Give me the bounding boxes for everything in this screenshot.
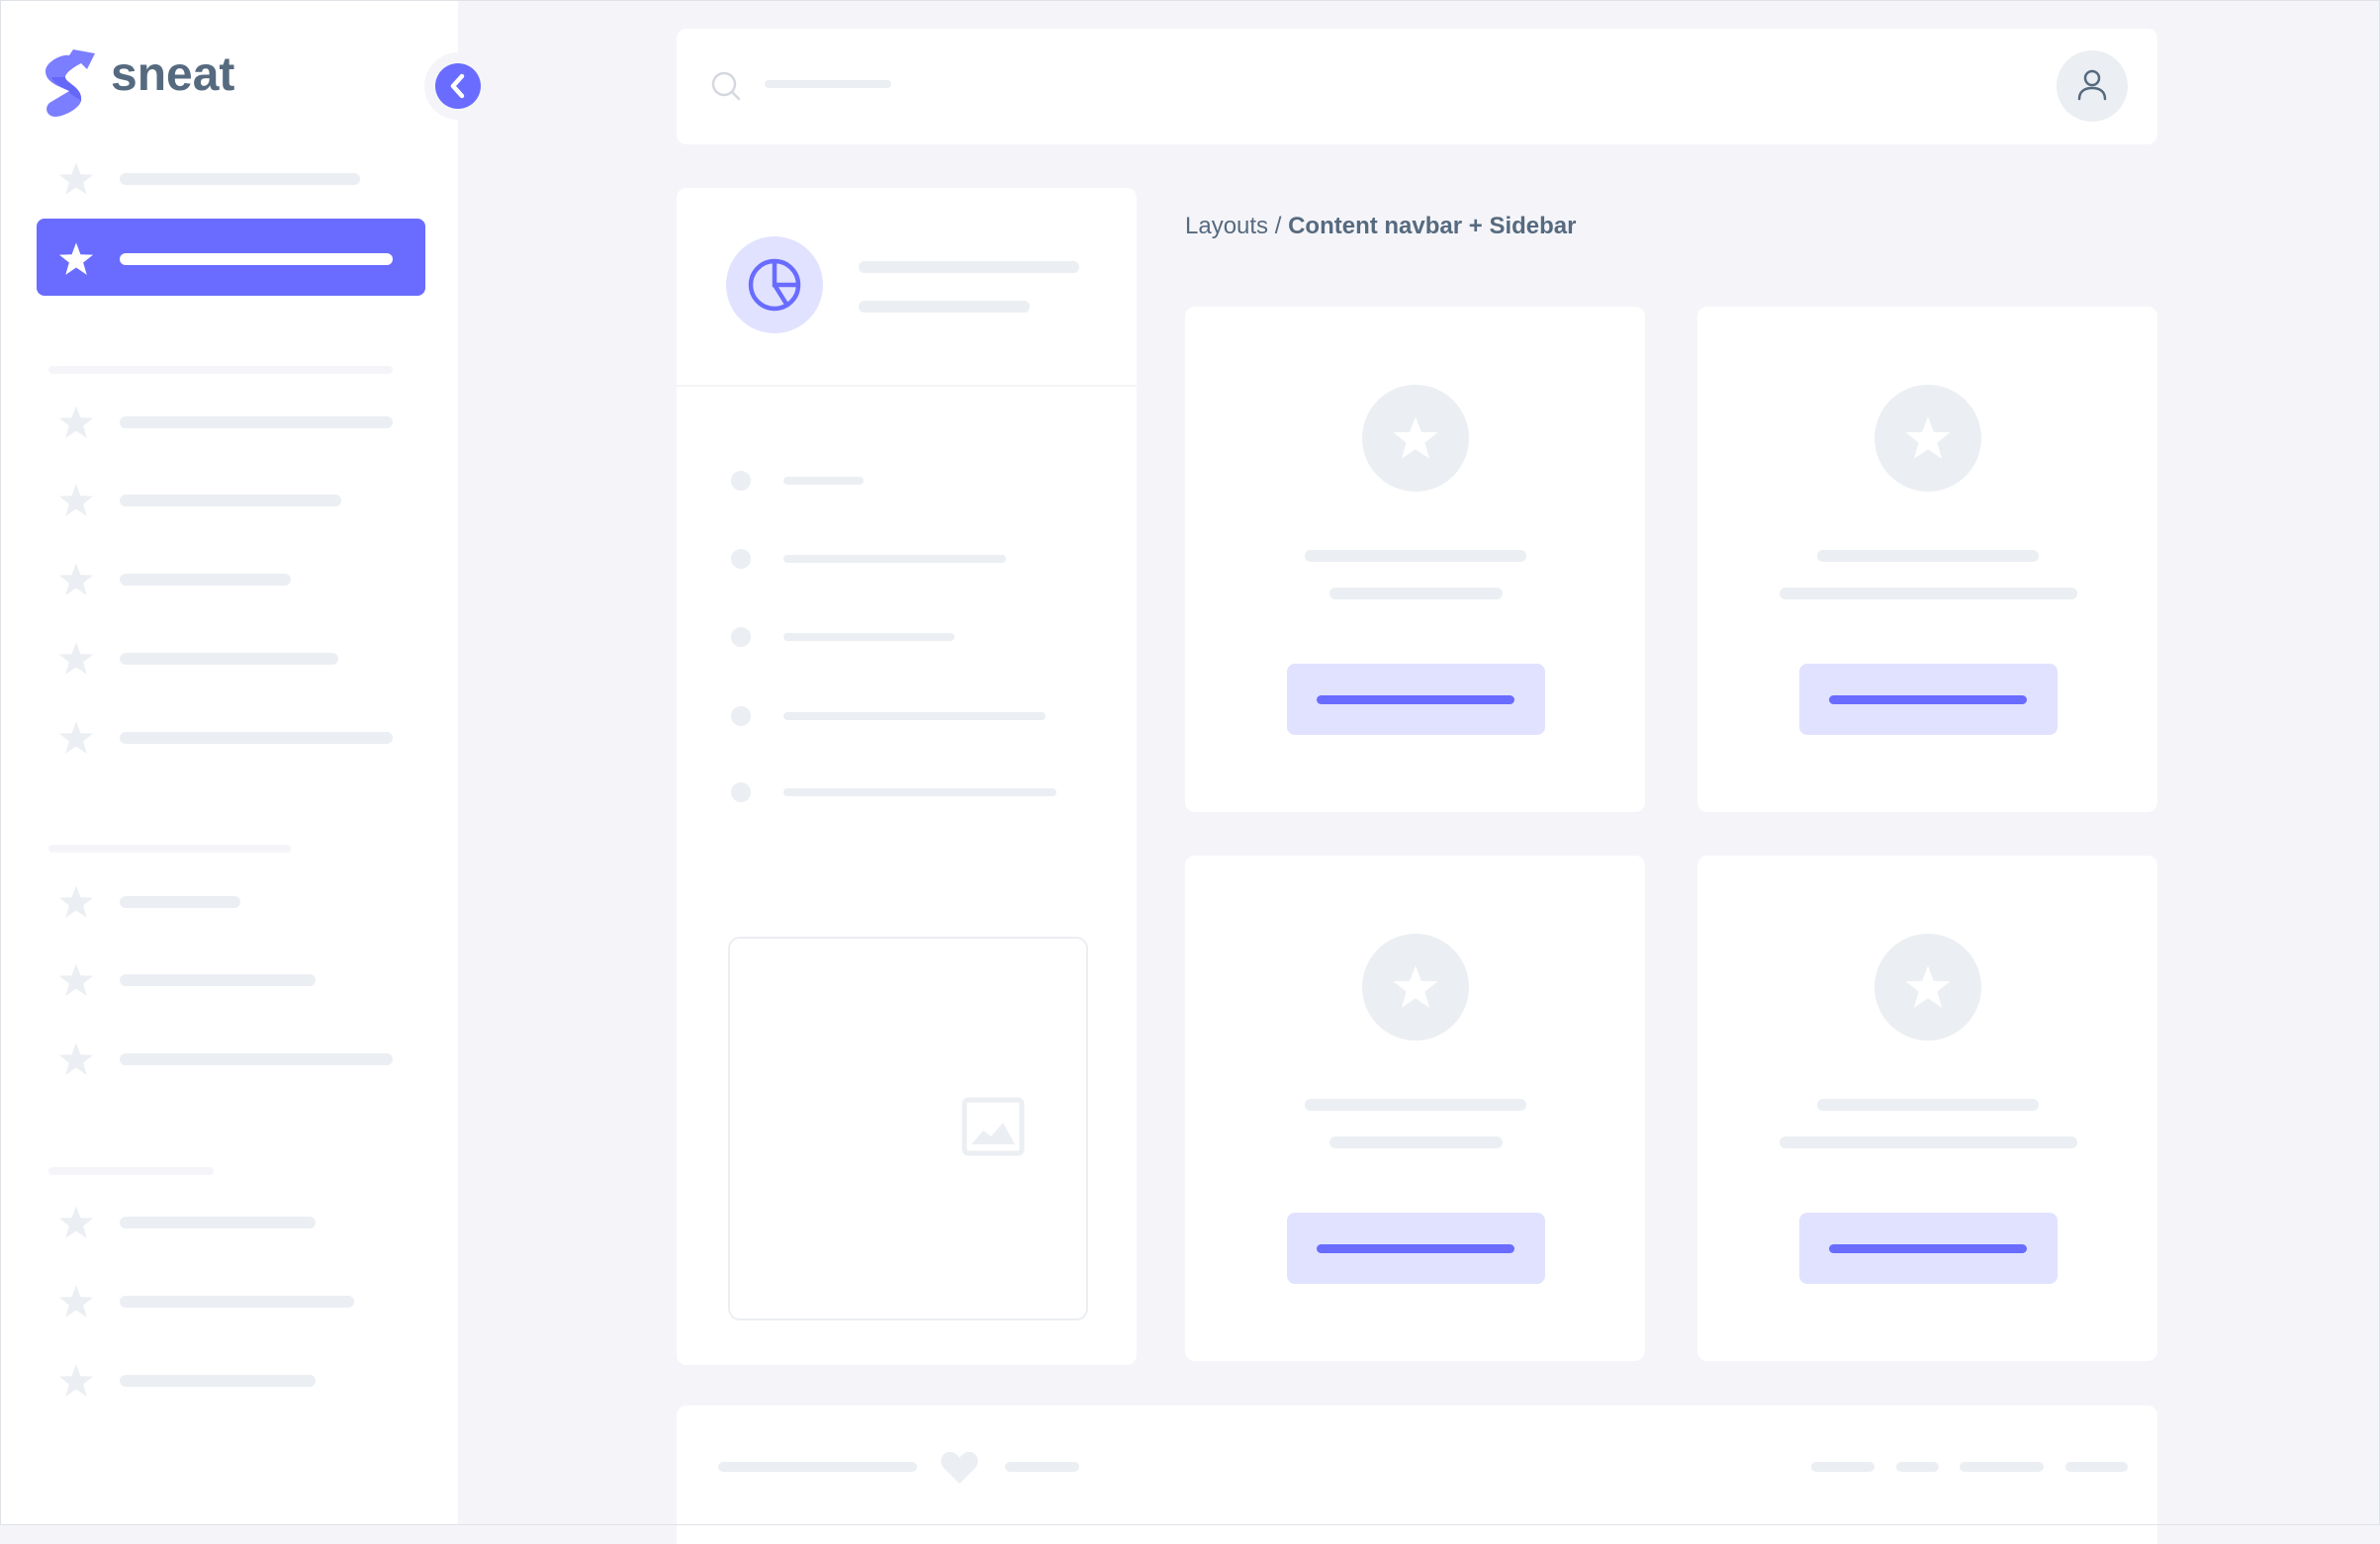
card-title-placeholder (1305, 550, 1526, 562)
list-bullet (731, 549, 751, 569)
list-item-placeholder (783, 555, 1006, 563)
feature-card (1185, 856, 1645, 1361)
card-button-label (1317, 1244, 1514, 1253)
search-input[interactable] (765, 80, 891, 88)
list-item-placeholder (783, 633, 955, 641)
card-title-placeholder (1817, 1099, 2039, 1111)
star-icon (58, 1285, 94, 1317)
search-icon[interactable] (710, 70, 742, 102)
star-icon (1393, 965, 1438, 1008)
sidebar-item-label (120, 1296, 354, 1308)
list-item-placeholder (783, 788, 1056, 796)
user-icon (2077, 69, 2107, 101)
sidebar-section-header (48, 1167, 214, 1175)
sidebar-item-label (120, 1375, 316, 1387)
footer (677, 1406, 2157, 1544)
chevron-left-icon (450, 73, 465, 99)
star-icon (58, 563, 94, 595)
heart-icon (941, 1451, 978, 1484)
footer-link[interactable] (1811, 1462, 1875, 1472)
list-bullet (731, 471, 751, 491)
star-icon (1905, 965, 1951, 1008)
list-item-placeholder (783, 712, 1046, 720)
sidebar-item-label (120, 495, 341, 506)
navbar (677, 29, 2157, 144)
card-action-button[interactable] (1287, 664, 1545, 735)
card-text-placeholder (1329, 588, 1503, 599)
breadcrumb: Layouts / Content navbar + Sidebar (1185, 213, 1576, 240)
star-icon (58, 963, 94, 996)
card-action-button[interactable] (1799, 1213, 2058, 1284)
feature-card (1697, 307, 2157, 812)
card-title-placeholder (1305, 1099, 1526, 1111)
sidebar-item-label (120, 732, 393, 744)
footer-text-placeholder (1005, 1462, 1079, 1472)
feature-card (1185, 307, 1645, 812)
star-icon (58, 1364, 94, 1397)
star-icon (58, 642, 94, 675)
feature-card (1697, 856, 2157, 1361)
image-icon (961, 1097, 1025, 1156)
footer-link[interactable] (1896, 1462, 1939, 1472)
card-button-label (1317, 695, 1514, 704)
star-icon (58, 885, 94, 918)
list-item-placeholder (783, 477, 864, 485)
sidebar-item-label (120, 653, 338, 665)
sneat-logo-icon (46, 49, 95, 117)
sidebar: sneat (0, 0, 492, 1525)
sidebar-item-label (120, 574, 291, 586)
list-bullet (731, 782, 751, 802)
card-title-placeholder (1817, 550, 2039, 562)
card-text-placeholder (1780, 588, 2077, 599)
sidebar-section-header (48, 366, 393, 374)
avatar-button[interactable] (2057, 50, 2128, 122)
breadcrumb-current: Content navbar + Sidebar (1288, 213, 1577, 239)
sidebar-toggle-button[interactable] (435, 63, 481, 109)
list-bullet (731, 627, 751, 647)
card-button-label (1829, 1244, 2027, 1253)
card-text-placeholder (1329, 1136, 1503, 1148)
profile-title-placeholder (859, 261, 1079, 273)
star-icon (58, 1043, 94, 1075)
footer-link[interactable] (2065, 1462, 2128, 1472)
star-icon (1905, 416, 1951, 459)
sidebar-item-label (120, 1053, 393, 1065)
star-icon (58, 406, 94, 438)
star-icon (58, 721, 94, 754)
image-placeholder (728, 937, 1088, 1320)
card-text-placeholder (1780, 1136, 2077, 1148)
card-action-button[interactable] (1287, 1213, 1545, 1284)
sidebar-item-label (120, 173, 360, 185)
pie-chart-icon (748, 258, 801, 312)
breadcrumb-separator: / (1268, 213, 1289, 239)
sidebar-item-label (120, 896, 240, 908)
footer-link[interactable] (1960, 1462, 2044, 1472)
sidebar-item-label (120, 253, 393, 265)
profile-avatar (726, 236, 823, 333)
divider (677, 385, 1137, 387)
profile-subtitle-placeholder (859, 301, 1030, 313)
footer-text-placeholder (718, 1462, 917, 1472)
sidebar-section-header (48, 845, 291, 853)
sidebar-item-label (120, 416, 393, 428)
breadcrumb-parent[interactable]: Layouts (1185, 213, 1269, 239)
card-action-button[interactable] (1799, 664, 2058, 735)
brand-name: sneat (111, 48, 235, 101)
sidebar-item-label (120, 974, 316, 986)
profile-card (677, 188, 1137, 1365)
list-bullet (731, 706, 751, 726)
star-icon (58, 162, 94, 195)
card-button-label (1829, 695, 2027, 704)
star-icon (1393, 416, 1438, 459)
star-icon (58, 242, 94, 275)
star-icon (58, 484, 94, 516)
sidebar-item-label (120, 1217, 316, 1228)
star-icon (58, 1206, 94, 1238)
